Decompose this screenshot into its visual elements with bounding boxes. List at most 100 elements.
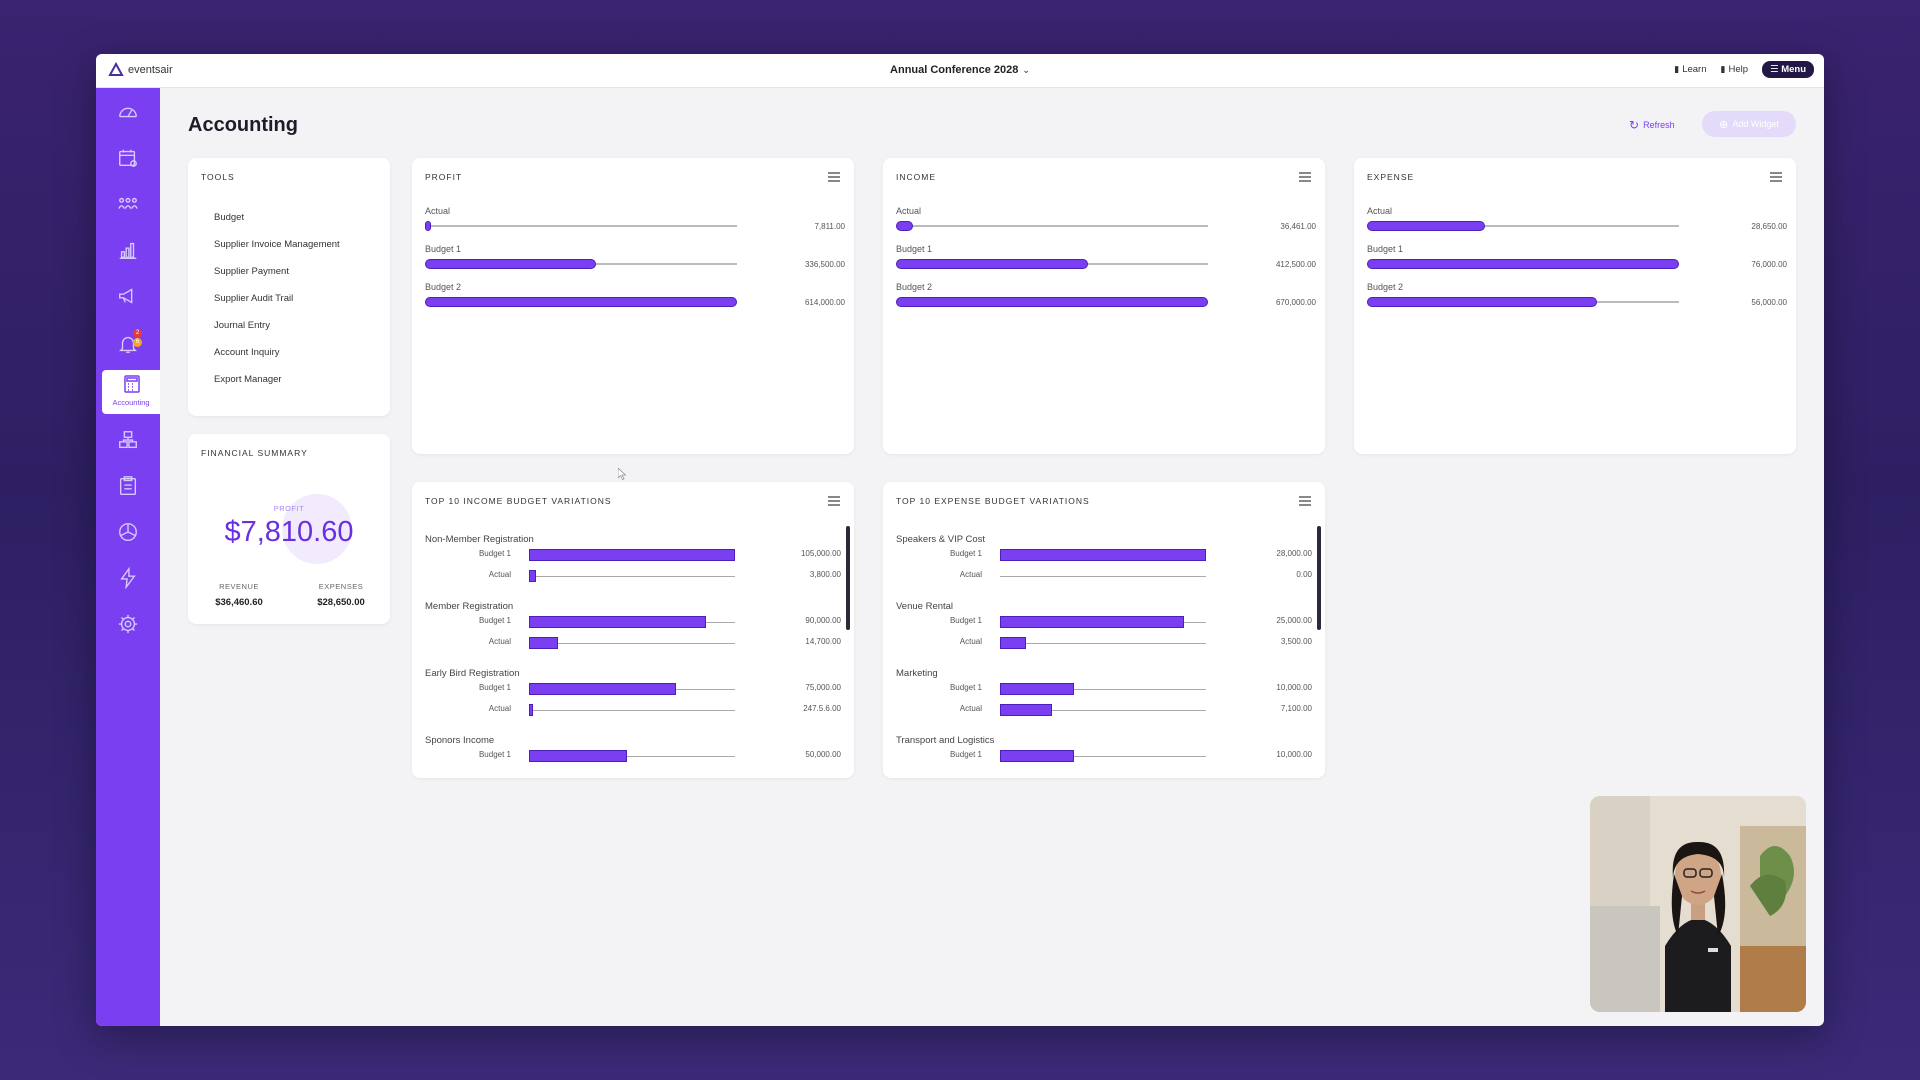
help-link[interactable]: ▮ Help xyxy=(1721,64,1749,75)
refresh-button[interactable]: ↻ Refresh xyxy=(1629,118,1675,132)
bar-fill xyxy=(1000,704,1052,716)
logo-text: eventsair xyxy=(128,64,173,76)
scrollbar[interactable] xyxy=(1317,526,1321,630)
variation-category: Early Bird Registration xyxy=(425,668,520,679)
widget-menu-icon[interactable] xyxy=(1299,172,1311,182)
row-label: Budget 2 xyxy=(425,282,462,292)
sidebar-item-settings[interactable] xyxy=(116,612,140,636)
app-logo[interactable]: eventsair xyxy=(108,62,173,78)
row-label: Budget 2 xyxy=(896,282,933,292)
variation-category: Non-Member Registration xyxy=(425,534,534,545)
sidebar-item-notifications[interactable]: 2 6 xyxy=(116,329,142,356)
variation-line-value: 247.5.6.00 xyxy=(803,704,841,713)
sidebar: 2 6 Accounting xyxy=(96,88,160,1026)
income-card-title: INCOME xyxy=(896,172,936,182)
variation-category: Sponors Income xyxy=(425,735,495,746)
profit-circle xyxy=(282,494,352,564)
revenue-summary: REVENUE $36,460.60 xyxy=(194,582,284,608)
notifications-icon xyxy=(119,336,137,353)
income-row: Actual 36,461.00 xyxy=(896,206,1316,236)
notification-badge-red: 2 xyxy=(133,329,142,338)
tool-item[interactable]: Export Manager xyxy=(214,374,282,385)
sidebar-item-dashboard[interactable] xyxy=(116,100,140,124)
income-variations-card: TOP 10 INCOME BUDGET VARIATIONS Non-Memb… xyxy=(412,482,854,778)
variation-line-label: Budget 1 xyxy=(949,683,982,692)
row-label: Budget 1 xyxy=(425,244,462,254)
profit-card: PROFIT Actual 7,811.00 Budget 1 336,500.00 B… xyxy=(412,158,854,454)
row-value: 28,650.00 xyxy=(1751,222,1787,231)
variation-line-label: Actual xyxy=(959,704,982,713)
bar-track xyxy=(529,643,735,644)
variation-line-label: Budget 1 xyxy=(478,750,511,759)
menu-button[interactable]: ☰ Menu xyxy=(1762,61,1814,78)
variation-group: Transport and Logistics Budget 1 10,000.00 xyxy=(896,735,1312,778)
variation-line-label: Actual xyxy=(959,637,982,646)
bar-fill xyxy=(529,683,676,695)
expenses-summary: EXPENSES $28,650.00 xyxy=(296,582,386,608)
row-value: 7,811.00 xyxy=(814,222,845,231)
sidebar-item-attendees[interactable] xyxy=(116,192,140,216)
tool-item[interactable]: Supplier Payment xyxy=(214,266,289,277)
sidebar-item-venues[interactable] xyxy=(116,428,140,452)
row-value: 670,000.00 xyxy=(1275,298,1316,307)
sidebar-item-reports[interactable] xyxy=(116,238,140,262)
income-variations-title: TOP 10 INCOME BUDGET VARIATIONS xyxy=(425,496,612,506)
sidebar-item-marketing[interactable] xyxy=(116,284,140,308)
bar-track xyxy=(1000,643,1206,644)
widget-menu-icon[interactable] xyxy=(828,496,840,506)
tool-item[interactable]: Budget xyxy=(214,212,245,223)
widget-menu-icon[interactable] xyxy=(1299,496,1311,506)
lightning-icon xyxy=(120,567,136,589)
variation-category: Speakers & VIP Cost xyxy=(896,534,986,545)
variation-line: Actual 247.5.6.00 xyxy=(425,703,841,717)
event-title-text: Annual Conference 2028 xyxy=(890,64,1019,76)
variation-line-value: 25,000.00 xyxy=(1276,616,1312,625)
add-widget-button[interactable]: ⊕ Add Widget xyxy=(1702,111,1796,137)
tool-item[interactable]: Journal Entry xyxy=(214,320,270,331)
sidebar-item-integrations[interactable] xyxy=(116,520,140,544)
variation-line-label: Actual xyxy=(488,704,511,713)
variation-category: Transport and Logistics xyxy=(896,735,995,746)
event-selector[interactable]: Annual Conference 2028 ⌄ xyxy=(96,64,1824,76)
row-value: 336,500.00 xyxy=(804,260,845,269)
notification-badge-orange: 6 xyxy=(133,338,142,347)
sidebar-item-forms[interactable] xyxy=(116,474,140,498)
profit-row: Budget 1 336,500.00 xyxy=(425,244,845,274)
widget-menu-icon[interactable] xyxy=(828,172,840,182)
variation-group: Speakers & VIP Cost Budget 1 28,000.00 Actu… xyxy=(896,534,1312,594)
mouse-cursor-icon xyxy=(618,468,626,480)
row-value: 36,461.00 xyxy=(1280,222,1316,231)
venues-icon xyxy=(119,431,137,449)
variation-category: Marketing xyxy=(896,668,938,679)
sidebar-item-automation[interactable] xyxy=(116,566,140,590)
bar-track xyxy=(529,576,735,577)
learn-link[interactable]: ▮ Learn xyxy=(1674,64,1706,75)
expenses-value: $28,650.00 xyxy=(317,597,365,608)
bar-fill xyxy=(896,297,1208,307)
tool-item[interactable]: Supplier Audit Trail xyxy=(214,293,294,304)
bar-track xyxy=(1000,756,1206,757)
bar-track xyxy=(529,756,735,757)
sidebar-item-accounting-label: Accounting xyxy=(112,398,150,407)
variation-line-value: 10,000.00 xyxy=(1276,750,1312,759)
widget-menu-icon[interactable] xyxy=(1770,172,1782,182)
bar-fill xyxy=(529,750,627,762)
variation-line: Budget 1 50,000.00 xyxy=(425,749,841,763)
scrollbar[interactable] xyxy=(846,526,850,630)
tool-item[interactable]: Supplier Invoice Management xyxy=(214,239,340,250)
tool-item[interactable]: Account Inquiry xyxy=(214,347,280,358)
expense-variations-card: TOP 10 EXPENSE BUDGET VARIATIONS Speaker… xyxy=(883,482,1325,778)
sidebar-item-accounting[interactable]: Accounting xyxy=(102,370,160,414)
variation-line: Budget 1 75,000.00 xyxy=(425,682,841,696)
variation-line: Budget 1 90,000.00 xyxy=(425,615,841,629)
tools-card: TOOLS Budget Supplier Invoice Management… xyxy=(188,158,390,416)
financial-summary-title: FINANCIAL SUMMARY xyxy=(201,448,308,458)
calculator-icon xyxy=(124,375,140,393)
bar-fill xyxy=(1000,616,1184,628)
menu-label: Menu xyxy=(1781,64,1806,75)
sidebar-item-calendar[interactable] xyxy=(116,146,140,170)
revenue-label: REVENUE xyxy=(219,582,259,591)
top-links: ▮ Learn ▮ Help ☰ Menu xyxy=(1674,61,1814,78)
bar-fill xyxy=(1000,683,1074,695)
reports-icon xyxy=(119,242,137,259)
